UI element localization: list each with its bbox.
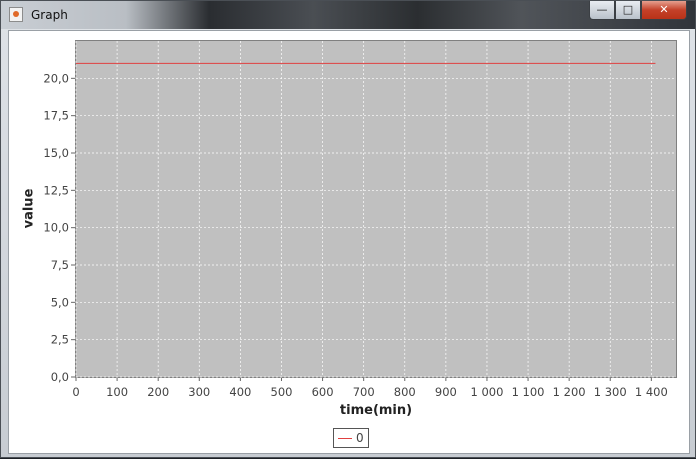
x-tick-label: 1 400 <box>635 385 668 399</box>
plot-area[interactable] <box>75 40 677 378</box>
x-tick-label: 500 <box>271 385 293 399</box>
y-tick-label: 5,0 <box>51 295 69 309</box>
y-axis-label: value <box>21 188 37 229</box>
y-tick-label: 15,0 <box>43 146 69 160</box>
x-tick-label: 1 300 <box>594 385 627 399</box>
y-tick-label: 20,0 <box>43 71 69 85</box>
title-bar[interactable]: Graph — □ ✕ <box>1 1 695 29</box>
y-tick-label: 0,0 <box>51 370 69 384</box>
legend-series-label: 0 <box>356 431 364 445</box>
x-tick-label: 300 <box>188 385 210 399</box>
y-tick-label: 10,0 <box>43 221 69 235</box>
x-axis-label: time(min) <box>339 403 413 418</box>
legend: 0 <box>333 428 369 448</box>
x-tick-label: 700 <box>353 385 375 399</box>
x-tick-label: 100 <box>106 385 128 399</box>
x-tick-label: 200 <box>147 385 169 399</box>
y-tick-label: 12,5 <box>43 183 69 197</box>
x-tick-label: 600 <box>312 385 334 399</box>
x-tick-label: 800 <box>394 385 416 399</box>
x-tick-label: 1 200 <box>553 385 586 399</box>
legend-series-swatch <box>338 437 352 439</box>
y-tick-label: 7,5 <box>51 258 69 272</box>
window-title: Graph <box>31 8 68 22</box>
x-tick-label: 400 <box>229 385 251 399</box>
window-controls: — □ ✕ <box>589 1 687 21</box>
x-tick-label: 0 <box>72 385 79 399</box>
x-tick-label: 1 100 <box>512 385 545 399</box>
maximize-button[interactable]: □ <box>615 1 641 20</box>
java-app-icon[interactable] <box>9 7 23 22</box>
x-tick-label: 900 <box>435 385 457 399</box>
x-tick-label: 1 000 <box>470 385 503 399</box>
y-tick-label: 17,5 <box>43 109 69 123</box>
minimize-button[interactable]: — <box>589 1 615 20</box>
close-button[interactable]: ✕ <box>641 1 687 20</box>
y-tick-label: 2,5 <box>51 333 69 347</box>
